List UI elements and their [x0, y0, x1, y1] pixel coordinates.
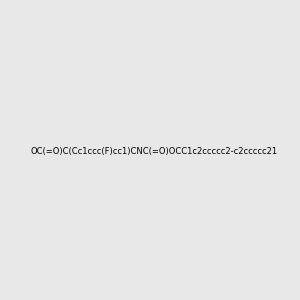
Text: OC(=O)C(Cc1ccc(F)cc1)CNC(=O)OCC1c2ccccc2-c2ccccc21: OC(=O)C(Cc1ccc(F)cc1)CNC(=O)OCC1c2ccccc2… — [30, 147, 277, 156]
